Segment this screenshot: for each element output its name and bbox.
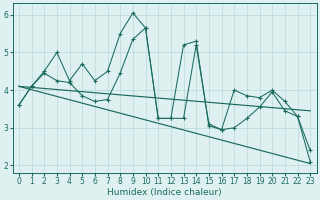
X-axis label: Humidex (Indice chaleur): Humidex (Indice chaleur)	[107, 188, 222, 197]
